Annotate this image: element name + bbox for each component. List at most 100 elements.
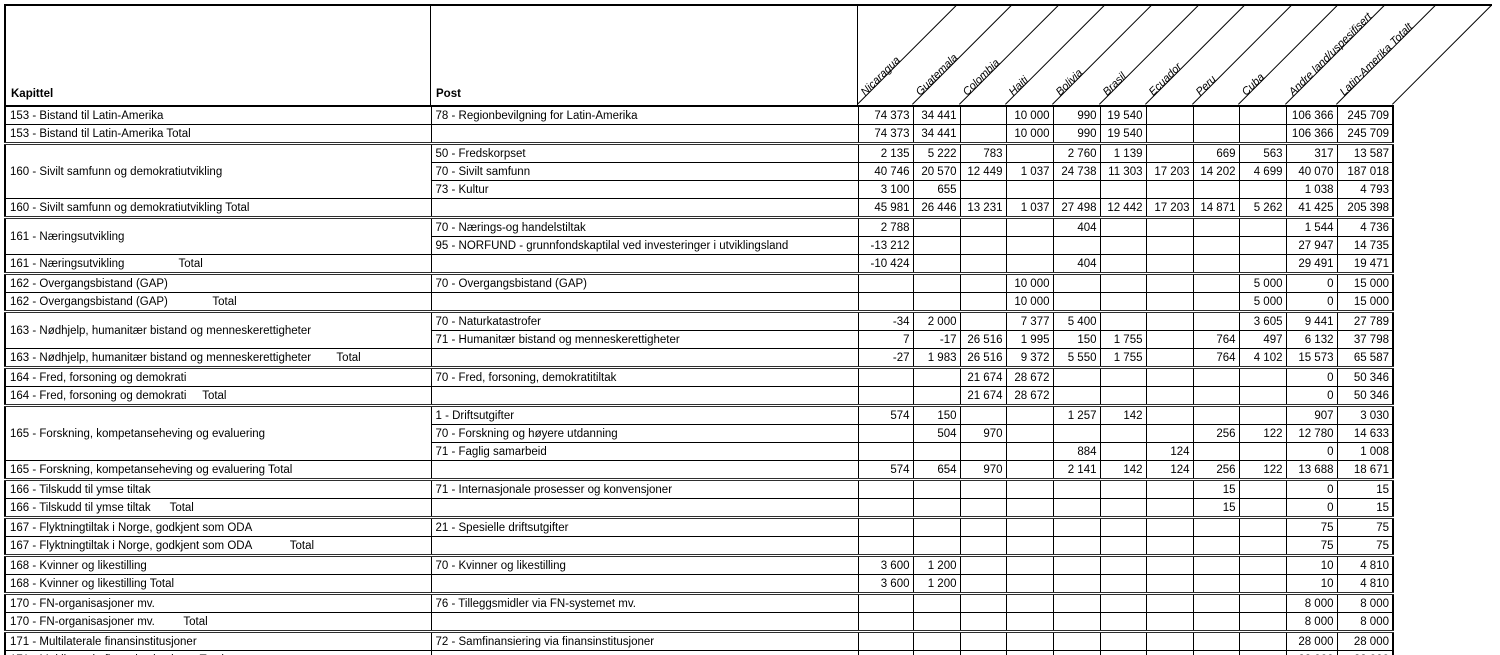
value-cell[interactable]: 26 446 [912,198,961,219]
value-cell[interactable]: 2 135 [857,143,914,163]
value-cell[interactable]: 12 442 [1099,198,1147,219]
value-cell[interactable] [1052,574,1101,595]
kapittel-cell[interactable]: 167 - Flyktningtiltak i Norge, godkjent … [4,517,432,537]
value-cell[interactable] [1052,612,1101,633]
value-cell[interactable] [1052,555,1101,575]
value-cell[interactable] [1192,273,1240,293]
value-cell[interactable]: 1 037 [1005,162,1054,181]
value-cell[interactable] [857,631,914,651]
value-cell[interactable] [857,367,914,387]
value-cell[interactable]: 404 [1052,254,1101,275]
value-cell[interactable] [959,180,1007,199]
value-cell[interactable] [1099,498,1147,519]
post-cell[interactable]: 78 - Regionbevilgning for Latin-Amerika [430,105,859,125]
kapittel-cell[interactable]: 166 - Tilskudd til ymse tiltak [4,479,432,499]
value-cell[interactable] [1238,236,1287,255]
value-cell[interactable]: 205 398 [1336,198,1394,219]
value-cell[interactable] [1145,143,1194,163]
value-cell[interactable]: 75 [1285,517,1338,537]
value-cell[interactable]: 2 760 [1052,143,1101,163]
value-cell[interactable] [959,536,1007,557]
value-cell[interactable]: -34 [857,311,914,331]
value-cell[interactable] [1145,612,1194,633]
post-cell[interactable]: 73 - Kultur [430,180,859,199]
value-cell[interactable] [1145,273,1194,293]
kapittel-cell[interactable]: 171 - Multilaterale finansinstitusjoner … [4,650,432,655]
value-cell[interactable] [1145,180,1194,199]
value-cell[interactable] [857,386,914,407]
kapittel-cell[interactable]: 170 - FN-organisasjoner mv. Total [4,612,432,633]
kapittel-cell[interactable]: 168 - Kvinner og likestilling Total [4,574,432,595]
value-cell[interactable]: 990 [1052,124,1101,145]
value-cell[interactable]: 3 100 [857,180,914,199]
value-cell[interactable]: 28 000 [1336,631,1394,651]
value-cell[interactable]: 3 605 [1238,311,1287,331]
value-cell[interactable] [857,593,914,613]
value-cell[interactable] [1145,593,1194,613]
value-cell[interactable] [1238,180,1287,199]
value-cell[interactable] [1099,555,1147,575]
value-cell[interactable]: 40 070 [1285,162,1338,181]
value-cell[interactable] [912,367,961,387]
post-cell[interactable]: 72 - Samfinansiering via finansinstitusj… [430,631,859,651]
value-cell[interactable] [912,593,961,613]
value-cell[interactable] [1145,424,1194,443]
value-cell[interactable] [857,292,914,313]
value-cell[interactable] [959,405,1007,425]
value-cell[interactable] [1052,236,1101,255]
value-cell[interactable]: 4 793 [1336,180,1394,199]
value-cell[interactable]: 10 000 [1005,292,1054,313]
value-cell[interactable] [1005,424,1054,443]
post-cell[interactable]: 71 - Humanitær bistand og menneskerettig… [430,330,859,349]
value-cell[interactable] [1192,236,1240,255]
value-cell[interactable]: 28 000 [1336,650,1394,655]
value-cell[interactable]: 10 [1285,555,1338,575]
value-cell[interactable]: 50 346 [1336,386,1394,407]
kapittel-cell[interactable]: 153 - Bistand til Latin-Amerika Total [4,124,432,145]
value-cell[interactable] [1192,555,1240,575]
value-cell[interactable] [1052,650,1101,655]
value-cell[interactable] [1145,386,1194,407]
value-cell[interactable] [959,273,1007,293]
value-cell[interactable]: 1 037 [1005,198,1054,219]
value-cell[interactable]: 9 372 [1005,348,1054,369]
kapittel-cell[interactable]: 161 - Næringsutvikling [4,217,432,255]
value-cell[interactable]: 1 544 [1285,217,1338,237]
value-cell[interactable]: 2 788 [857,217,914,237]
value-cell[interactable] [1005,405,1054,425]
value-cell[interactable]: 142 [1099,460,1147,481]
value-cell[interactable]: 256 [1192,424,1240,443]
value-cell[interactable]: 245 709 [1336,124,1394,145]
value-cell[interactable]: 21 674 [959,367,1007,387]
value-cell[interactable] [912,650,961,655]
kapittel-cell[interactable]: 166 - Tilskudd til ymse tiltak Total [4,498,432,519]
value-cell[interactable] [1052,424,1101,443]
value-cell[interactable] [1192,593,1240,613]
value-cell[interactable] [1238,650,1287,655]
value-cell[interactable]: 15 [1192,498,1240,519]
value-cell[interactable]: 9 441 [1285,311,1338,331]
value-cell[interactable]: 8 000 [1285,612,1338,633]
value-cell[interactable] [1145,330,1194,349]
value-cell[interactable] [857,479,914,499]
value-cell[interactable] [857,517,914,537]
value-cell[interactable] [1145,479,1194,499]
value-cell[interactable] [912,292,961,313]
value-cell[interactable] [1005,593,1054,613]
value-cell[interactable]: 10 000 [1005,124,1054,145]
post-cell[interactable] [430,386,859,407]
value-cell[interactable] [959,311,1007,331]
value-cell[interactable] [1005,143,1054,163]
value-cell[interactable]: 1 139 [1099,143,1147,163]
value-cell[interactable] [1192,386,1240,407]
value-cell[interactable]: 1 008 [1336,442,1394,461]
value-cell[interactable] [1005,517,1054,537]
post-cell[interactable]: 50 - Fredskorpset [430,143,859,163]
value-cell[interactable] [1099,479,1147,499]
value-cell[interactable]: 783 [959,143,1007,163]
value-cell[interactable]: 12 449 [959,162,1007,181]
kapittel-cell[interactable]: 165 - Forskning, kompetanseheving og eva… [4,460,432,481]
value-cell[interactable]: 41 425 [1285,198,1338,219]
value-cell[interactable]: 15 000 [1336,273,1394,293]
post-cell[interactable] [430,574,859,595]
